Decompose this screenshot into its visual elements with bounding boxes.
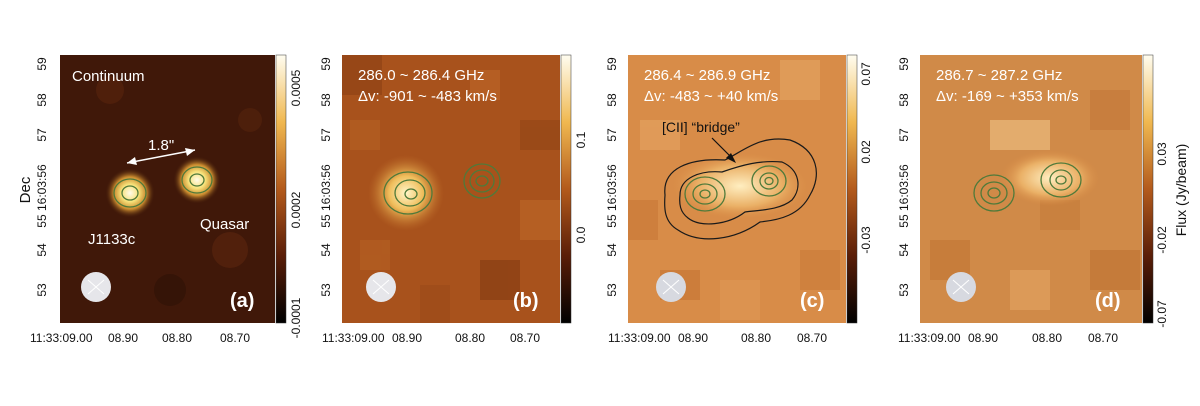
dec-tick: 57	[35, 128, 49, 142]
colorbar-tick: 0.07	[859, 62, 873, 86]
dec-tick: 58	[319, 93, 333, 107]
panel-b-line2: Δv: -901 ~ -483 km/s	[358, 88, 497, 105]
ra-tick: 08.70	[220, 331, 250, 345]
source-j1133c-blob	[368, 155, 444, 231]
panel-b-colorbar	[560, 54, 572, 324]
panel-a-contours	[113, 166, 213, 208]
dec-tick: 58	[35, 93, 49, 107]
separation-label: 1.8"	[148, 137, 174, 154]
dec-tick: 54	[35, 243, 49, 257]
panel-c-ra-ticks: 11:33:09.00 08.90 08.80 08.70	[608, 331, 827, 345]
ra-tick: 11:33:09.00	[608, 331, 671, 345]
ra-tick: 08.90	[678, 331, 708, 345]
dec-tick: 57	[897, 128, 911, 142]
colorbar-tick: 0.0005	[289, 69, 303, 106]
dec-tick: 55 16:03:56	[319, 164, 333, 228]
panel-d-line2: Δv: -169 ~ +353 km/s	[936, 88, 1079, 105]
source-quasar-blob	[173, 156, 221, 204]
panel-c-colorbar	[846, 54, 858, 324]
panel-c: 286.4 ~ 286.9 GHz Δv: -483 ~ +40 km/s [C…	[605, 54, 873, 345]
panel-a-title: Continuum	[72, 68, 145, 85]
panel-d-dec-ticks: 59 58 57 55 16:03:56 54 53	[897, 57, 911, 297]
dec-tick: 58	[897, 93, 911, 107]
dec-tick: 54	[605, 243, 619, 257]
panel-d-colorbar	[1142, 54, 1154, 324]
ra-tick: 08.80	[1032, 331, 1062, 345]
panel-b-ra-ticks: 11:33:09.00 08.90 08.80 08.70	[322, 331, 540, 345]
source-label-j1133c: J1133c	[88, 231, 136, 248]
separation-arrow	[126, 149, 196, 164]
colorbar-tick: -0.02	[1155, 226, 1169, 254]
colorbar-tick: -0.0001	[289, 297, 303, 338]
panel-a-tag: (a)	[230, 290, 254, 312]
ra-tick: 11:33:09.00	[322, 331, 385, 345]
dec-tick: 55 16:03:56	[605, 164, 619, 228]
panel-d-colorbar-ticks: 0.03 -0.02 -0.07	[1155, 142, 1169, 328]
ra-tick: 08.90	[968, 331, 998, 345]
ra-tick: 08.70	[797, 331, 827, 345]
dec-tick: 59	[605, 57, 619, 71]
colorbar-tick: 0.0	[574, 226, 588, 243]
source-label-quasar: Quasar	[200, 216, 249, 233]
dec-tick: 55 16:03:56	[35, 164, 49, 228]
dec-tick: 54	[897, 243, 911, 257]
panel-a-colorbar-ticks: 0.0005 0.0002 -0.0001	[289, 69, 303, 338]
colorbar-tick: -0.07	[1155, 300, 1169, 328]
panel-a-colorbar	[275, 54, 287, 324]
bridge-annotation: [CII] “bridge”	[662, 119, 740, 135]
panel-d-tag: (d)	[1095, 290, 1121, 312]
dec-tick: 59	[35, 57, 49, 71]
dec-tick: 57	[605, 128, 619, 142]
colorbar-tick: 0.03	[1155, 142, 1169, 166]
source-j1133c-blob	[105, 168, 155, 218]
panel-a-ra-ticks: 11:33:09.00 08.90 08.80 08.70	[30, 331, 250, 345]
panel-a-dec-ticks: 59 58 57 55 16:03:56 54 53	[35, 57, 49, 297]
panel-b: 286.0 ~ 286.4 GHz Δv: -901 ~ -483 km/s (…	[319, 54, 588, 345]
ra-tick: 08.80	[741, 331, 771, 345]
dec-tick: 58	[605, 93, 619, 107]
ra-tick: 08.80	[455, 331, 485, 345]
ra-tick: 08.70	[510, 331, 540, 345]
colorbar-tick: 0.02	[859, 140, 873, 164]
dec-tick: 59	[897, 57, 911, 71]
colorbar-tick: 0.0002	[289, 191, 303, 228]
panel-b-contours	[383, 163, 501, 215]
panel-d-ra-ticks: 11:33:09.00 08.90 08.80 08.70	[898, 331, 1118, 345]
panel-b-line1: 286.0 ~ 286.4 GHz	[358, 67, 484, 84]
ra-tick: 08.80	[162, 331, 192, 345]
panel-c-contours	[684, 165, 787, 212]
y-axis-label: Dec	[17, 176, 34, 203]
ra-tick: 08.70	[1088, 331, 1118, 345]
colorbar-tick: -0.03	[859, 226, 873, 254]
bridge-emission	[670, 152, 810, 220]
panel-c-line2: Δv: -483 ~ +40 km/s	[644, 88, 778, 105]
dec-tick: 54	[319, 243, 333, 257]
ra-tick: 08.90	[108, 331, 138, 345]
panel-c-dec-ticks: 59 58 57 55 16:03:56 54 53	[605, 57, 619, 297]
panel-b-tag: (b)	[513, 290, 539, 312]
dec-tick: 53	[605, 283, 619, 297]
panel-b-dec-ticks: 59 58 57 55 16:03:56 54 53	[319, 57, 333, 297]
dec-tick: 53	[319, 283, 333, 297]
dec-tick: 59	[319, 57, 333, 71]
dec-tick: 55 16:03:56	[897, 164, 911, 228]
panel-a: 1.8" Continuum J1133c Quasar (a) 0.0005 …	[30, 54, 303, 345]
ra-tick: 11:33:09.00	[30, 331, 93, 345]
panel-b-colorbar-ticks: 0.1 0.0	[574, 131, 588, 243]
panel-c-tag: (c)	[800, 290, 824, 312]
ra-tick: 11:33:09.00	[898, 331, 961, 345]
panel-d: 286.7 ~ 287.2 GHz Δv: -169 ~ +353 km/s (…	[897, 54, 1169, 345]
colorbar-tick: 0.1	[574, 131, 588, 148]
panel-c-colorbar-ticks: 0.07 0.02 -0.03	[859, 62, 873, 254]
panel-c-line1: 286.4 ~ 286.9 GHz	[644, 67, 770, 84]
colorbar-label: Flux (Jy/beam)	[1173, 144, 1189, 237]
dec-tick: 57	[319, 128, 333, 142]
ra-tick: 08.90	[392, 331, 422, 345]
panel-c-bridge-contours	[664, 138, 817, 240]
panel-d-line1: 286.7 ~ 287.2 GHz	[936, 67, 1062, 84]
dec-tick: 53	[897, 283, 911, 297]
panel-d-contours	[973, 162, 1082, 212]
dec-tick: 53	[35, 283, 49, 297]
